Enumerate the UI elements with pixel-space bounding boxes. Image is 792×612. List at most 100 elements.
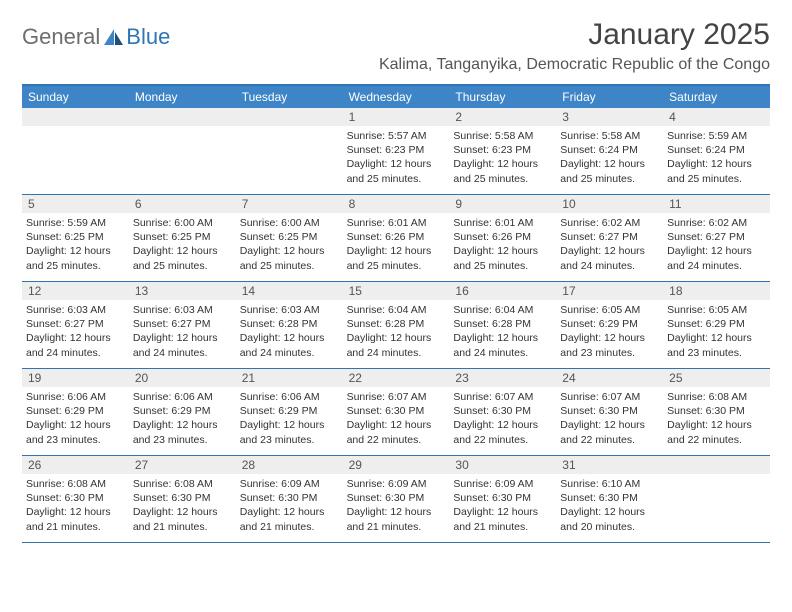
day-number: 14 (236, 282, 343, 300)
sunrise-line: Sunrise: 6:07 AM (347, 390, 446, 404)
daylight-line: Daylight: 12 hours and 23 minutes. (560, 331, 659, 359)
day-number: 29 (343, 456, 450, 474)
calendar-cell: 10 Sunrise: 6:02 AMSunset: 6:27 PMDayligh… (556, 195, 663, 281)
sunset-line: Sunset: 6:29 PM (560, 317, 659, 331)
sunset-line: Sunset: 6:29 PM (26, 404, 125, 418)
logo-word-general: General (22, 24, 100, 50)
daylight-line: Daylight: 12 hours and 21 minutes. (347, 505, 446, 533)
daylight-line: Daylight: 12 hours and 22 minutes. (453, 418, 552, 446)
sunrise-line: Sunrise: 6:09 AM (453, 477, 552, 491)
daylight-line: Daylight: 12 hours and 25 minutes. (240, 244, 339, 272)
sunrise-line: Sunrise: 6:03 AM (240, 303, 339, 317)
day-number: 30 (449, 456, 556, 474)
calendar-cell: 22Sunrise: 6:07 AMSunset: 6:30 PMDayligh… (343, 369, 450, 455)
sunset-line: Sunset: 6:30 PM (453, 491, 552, 505)
day-number (236, 108, 343, 126)
sunset-line: Sunset: 6:29 PM (240, 404, 339, 418)
day-header-cell: Monday (129, 86, 236, 108)
sunrise-line: Sunrise: 6:10 AM (560, 477, 659, 491)
sunrise-line: Sunrise: 6:02 AM (560, 216, 659, 230)
sunset-line: Sunset: 6:30 PM (347, 491, 446, 505)
day-number: 19 (22, 369, 129, 387)
sunrise-line: Sunrise: 5:58 AM (560, 129, 659, 143)
calendar-cell (22, 108, 129, 194)
calendar-cell: 14Sunrise: 6:03 AMSunset: 6:28 PMDayligh… (236, 282, 343, 368)
sunset-line: Sunset: 6:25 PM (240, 230, 339, 244)
daylight-line: Daylight: 12 hours and 25 minutes. (26, 244, 125, 272)
sunset-line: Sunset: 6:29 PM (667, 317, 766, 331)
sunset-line: Sunset: 6:26 PM (453, 230, 552, 244)
sunrise-line: Sunrise: 6:08 AM (26, 477, 125, 491)
calendar-week: 5Sunrise: 5:59 AMSunset: 6:25 PMDaylight… (22, 195, 770, 282)
day-number: 26 (22, 456, 129, 474)
sunset-line: Sunset: 6:30 PM (560, 404, 659, 418)
day-number: 22 (343, 369, 450, 387)
daylight-line: Daylight: 12 hours and 24 minutes. (560, 244, 659, 272)
sunset-line: Sunset: 6:27 PM (26, 317, 125, 331)
day-number: 21 (236, 369, 343, 387)
sunrise-line: Sunrise: 6:07 AM (560, 390, 659, 404)
day-number: 13 (129, 282, 236, 300)
title-block: January 2025 Kalima, Tanganyika, Democra… (379, 18, 770, 74)
sunrise-line: Sunrise: 6:05 AM (667, 303, 766, 317)
page-title: January 2025 (379, 18, 770, 52)
daylight-line: Daylight: 12 hours and 25 minutes. (347, 244, 446, 272)
sunset-line: Sunset: 6:25 PM (26, 230, 125, 244)
daylight-line: Daylight: 12 hours and 24 minutes. (240, 331, 339, 359)
calendar-cell (129, 108, 236, 194)
calendar-cell: 18Sunrise: 6:05 AMSunset: 6:29 PMDayligh… (663, 282, 770, 368)
sunrise-line: Sunrise: 5:58 AM (453, 129, 552, 143)
calendar-cell: 9Sunrise: 6:01 AMSunset: 6:26 PMDaylight… (449, 195, 556, 281)
calendar-cell: 30 Sunrise: 6:09 AMSunset: 6:30 PMDayligh… (449, 456, 556, 542)
sunset-line: Sunset: 6:30 PM (133, 491, 232, 505)
sunrise-line: Sunrise: 6:06 AM (26, 390, 125, 404)
sunset-line: Sunset: 6:27 PM (133, 317, 232, 331)
day-number: 24 (556, 369, 663, 387)
daylight-line: Daylight: 12 hours and 24 minutes. (667, 244, 766, 272)
calendar-cell: 11Sunrise: 6:02 AMSunset: 6:27 PMDayligh… (663, 195, 770, 281)
sunset-line: Sunset: 6:28 PM (347, 317, 446, 331)
daylight-line: Daylight: 12 hours and 21 minutes. (453, 505, 552, 533)
calendar-cell: 16Sunrise: 6:04 AMSunset: 6:28 PMDayligh… (449, 282, 556, 368)
daylight-line: Daylight: 12 hours and 21 minutes. (133, 505, 232, 533)
sunset-line: Sunset: 6:30 PM (453, 404, 552, 418)
sunrise-line: Sunrise: 6:03 AM (133, 303, 232, 317)
calendar-cell: 24Sunrise: 6:07 AMSunset: 6:30 PMDayligh… (556, 369, 663, 455)
daylight-line: Daylight: 12 hours and 25 minutes. (453, 157, 552, 185)
calendar-cell: 31Sunrise: 6:10 AMSunset: 6:30 PMDayligh… (556, 456, 663, 542)
daylight-line: Daylight: 12 hours and 24 minutes. (347, 331, 446, 359)
sunrise-line: Sunrise: 6:01 AM (453, 216, 552, 230)
sunset-line: Sunset: 6:27 PM (560, 230, 659, 244)
calendar-cell: 17Sunrise: 6:05 AMSunset: 6:29 PMDayligh… (556, 282, 663, 368)
sunset-line: Sunset: 6:30 PM (26, 491, 125, 505)
sunrise-line: Sunrise: 5:57 AM (347, 129, 446, 143)
sunset-line: Sunset: 6:23 PM (347, 143, 446, 157)
sunrise-line: Sunrise: 6:06 AM (133, 390, 232, 404)
day-number: 10 (556, 195, 663, 213)
day-number: 28 (236, 456, 343, 474)
daylight-line: Daylight: 12 hours and 20 minutes. (560, 505, 659, 533)
sunset-line: Sunset: 6:24 PM (560, 143, 659, 157)
sunrise-line: Sunrise: 6:08 AM (133, 477, 232, 491)
day-number (663, 456, 770, 474)
daylight-line: Daylight: 12 hours and 24 minutes. (26, 331, 125, 359)
sunrise-line: Sunrise: 6:01 AM (347, 216, 446, 230)
day-number: 25 (663, 369, 770, 387)
calendar-cell: 20Sunrise: 6:06 AMSunset: 6:29 PMDayligh… (129, 369, 236, 455)
day-number: 27 (129, 456, 236, 474)
logo: General Blue (22, 18, 170, 50)
daylight-line: Daylight: 12 hours and 23 minutes. (133, 418, 232, 446)
daylight-line: Daylight: 12 hours and 23 minutes. (667, 331, 766, 359)
sunset-line: Sunset: 6:28 PM (453, 317, 552, 331)
day-number: 17 (556, 282, 663, 300)
daylight-line: Daylight: 12 hours and 25 minutes. (453, 244, 552, 272)
calendar-cell: 29Sunrise: 6:09 AMSunset: 6:30 PMDayligh… (343, 456, 450, 542)
day-number: 20 (129, 369, 236, 387)
calendar-cell: 26Sunrise: 6:08 AMSunset: 6:30 PMDayligh… (22, 456, 129, 542)
calendar-cell: 19Sunrise: 6:06 AMSunset: 6:29 PMDayligh… (22, 369, 129, 455)
day-number: 11 (663, 195, 770, 213)
sunset-line: Sunset: 6:30 PM (347, 404, 446, 418)
day-number: 3 (556, 108, 663, 126)
day-number: 1 (343, 108, 450, 126)
sunset-line: Sunset: 6:24 PM (667, 143, 766, 157)
